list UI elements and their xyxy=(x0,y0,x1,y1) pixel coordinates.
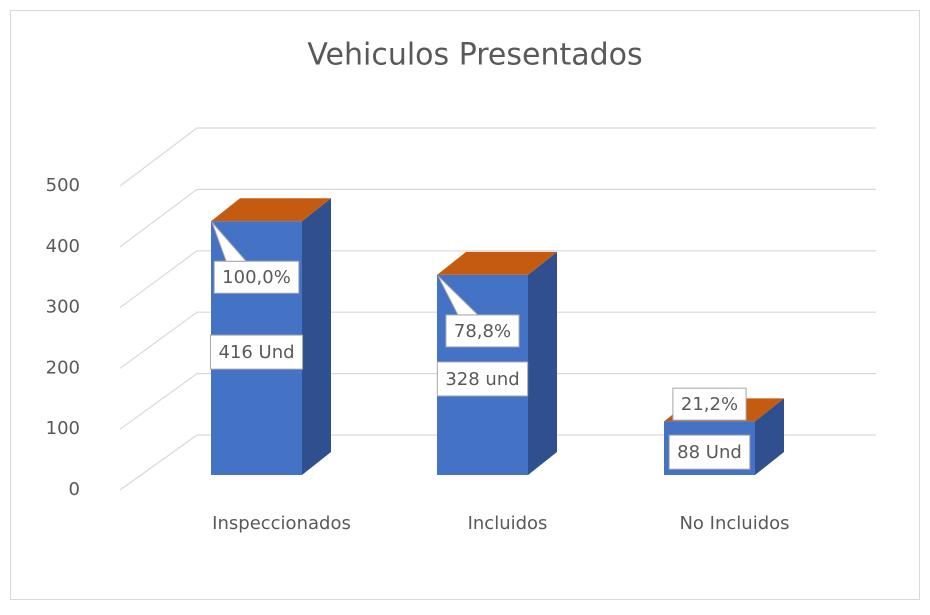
data-label: 88 Und xyxy=(677,442,742,463)
grid-line xyxy=(119,434,876,491)
percent-label: 78,8% xyxy=(454,321,511,342)
data-label: 328 und xyxy=(445,369,519,390)
callout-pointer xyxy=(211,221,248,262)
data-label-box xyxy=(668,434,751,470)
percent-label-box xyxy=(672,387,747,421)
percent-label-box xyxy=(445,314,520,348)
data-label-box xyxy=(436,361,529,397)
bar-side xyxy=(528,251,557,475)
x-tick-label: Incluidos xyxy=(468,513,548,534)
data-label-box xyxy=(209,334,304,370)
grid-line xyxy=(119,250,876,309)
y-tick-label: 300 xyxy=(46,297,80,318)
percent-label: 21,2% xyxy=(681,394,738,415)
percent-label-box xyxy=(213,260,300,294)
y-tick-label: 0 xyxy=(69,479,80,500)
y-tick-label: 200 xyxy=(46,357,80,378)
callout-pointer xyxy=(437,275,480,316)
grid-line xyxy=(119,188,876,248)
y-tick-label: 400 xyxy=(46,236,80,257)
grid-line xyxy=(119,311,876,369)
bar-top xyxy=(437,251,557,275)
data-label: 416 Und xyxy=(218,342,294,363)
percent-label: 100,0% xyxy=(222,267,291,288)
bar-side xyxy=(755,398,784,475)
bar-side xyxy=(302,198,331,476)
grid-line xyxy=(119,373,876,430)
bar-top xyxy=(211,198,331,222)
y-tick-label: 500 xyxy=(46,175,80,196)
y-tick-label: 100 xyxy=(46,418,80,439)
x-tick-label: No Incluidos xyxy=(679,513,789,534)
grid-line xyxy=(119,127,876,187)
chart-title: Vehiculos Presentados xyxy=(307,38,642,73)
x-tick-label: Inspeccionados xyxy=(212,513,351,534)
